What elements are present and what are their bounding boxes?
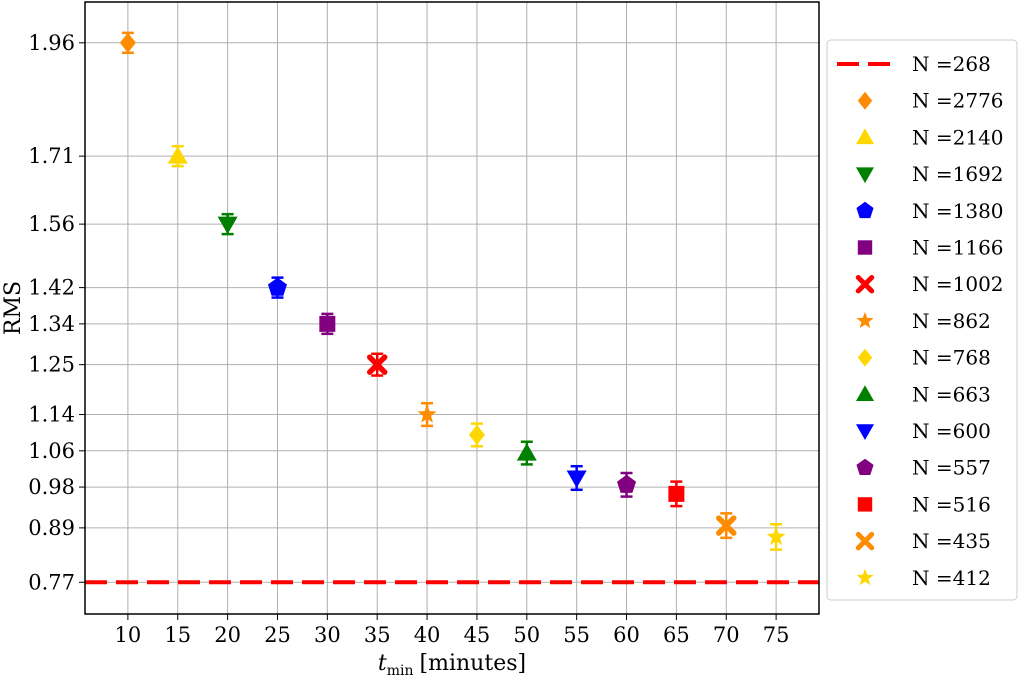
legend-label: N =435 bbox=[912, 529, 991, 553]
y-tick-label: 1.96 bbox=[28, 31, 75, 55]
y-tick-label: 1.25 bbox=[28, 353, 75, 377]
marker-triangle-down bbox=[217, 216, 238, 235]
x-tick-label: 45 bbox=[464, 623, 491, 647]
data-point bbox=[566, 464, 587, 492]
legend-marker bbox=[856, 568, 874, 586]
legend-label: N =2140 bbox=[912, 125, 1004, 149]
x-tick-label: 25 bbox=[264, 623, 291, 647]
y-tick-label: 1.06 bbox=[28, 439, 75, 463]
marker-triangle-up bbox=[516, 443, 537, 461]
x-tick-label: 20 bbox=[214, 623, 241, 647]
legend-marker bbox=[856, 201, 874, 219]
x-tick-label: 10 bbox=[115, 623, 142, 647]
legend-label: N =1380 bbox=[912, 199, 1004, 223]
marker-triangle-down bbox=[566, 470, 587, 488]
legend-marker bbox=[856, 424, 874, 440]
legend-label: N =768 bbox=[912, 346, 991, 370]
legend-box bbox=[826, 39, 1018, 601]
legend-label: N =516 bbox=[912, 492, 991, 516]
x-tick-label: 15 bbox=[164, 623, 191, 647]
legend-label: N =1166 bbox=[912, 236, 1004, 260]
y-axis-ticks: 0.77 0.89 0.98 1.06 1.14 1.25 1.34 1.42 1.56 1.71… bbox=[28, 31, 85, 594]
y-tick-label: 0.89 bbox=[28, 516, 75, 540]
x-tick-label: 60 bbox=[613, 623, 640, 647]
marker-square bbox=[319, 315, 336, 332]
legend-label: N =2776 bbox=[912, 89, 1004, 113]
legend-label: N =663 bbox=[912, 382, 991, 406]
legend-marker bbox=[857, 240, 873, 255]
x-axis-label-subscript: min bbox=[387, 663, 414, 677]
y-tick-label: 0.98 bbox=[28, 475, 75, 499]
legend-marker bbox=[855, 531, 875, 551]
legend-marker bbox=[856, 385, 874, 402]
legend-marker bbox=[856, 128, 874, 145]
x-tick-label: 70 bbox=[713, 623, 740, 647]
y-tick-label: 1.42 bbox=[28, 276, 75, 300]
marker-diamond bbox=[119, 32, 136, 53]
marker-x bbox=[716, 515, 737, 536]
marker-pentagon bbox=[267, 277, 287, 296]
x-axis-label: tmin [minutes] bbox=[378, 651, 526, 677]
marker-pentagon bbox=[617, 474, 637, 493]
x-axis-label-unit: [minutes] bbox=[420, 651, 527, 676]
marker-x bbox=[366, 354, 388, 375]
legend-marker bbox=[857, 497, 873, 512]
data-point bbox=[766, 522, 786, 551]
legend-label: N =268 bbox=[912, 52, 991, 76]
data-point bbox=[267, 276, 287, 299]
marker-diamond bbox=[468, 424, 485, 445]
x-tick-label: 50 bbox=[513, 623, 540, 647]
x-tick-label: 30 bbox=[314, 623, 341, 647]
y-tick-label: 1.34 bbox=[28, 312, 75, 336]
marker-star bbox=[417, 404, 437, 423]
data-point bbox=[617, 471, 637, 498]
legend-marker bbox=[855, 274, 875, 294]
x-tick-label: 40 bbox=[414, 623, 441, 647]
data-point bbox=[668, 480, 685, 508]
legend: N =268 N =2776 N =2140 N =1692 N =1380 N =116… bbox=[826, 39, 1018, 601]
legend-marker bbox=[857, 91, 873, 110]
legend-label: N =862 bbox=[912, 309, 991, 333]
y-tick-label: 1.71 bbox=[28, 144, 75, 168]
data-points bbox=[119, 31, 786, 551]
x-axis-ticks: 10 15 20 25 30 35 40 45 50 55 60 65 70 75 bbox=[115, 614, 790, 647]
data-point bbox=[417, 401, 437, 428]
x-tick-label: 65 bbox=[663, 623, 690, 647]
plot-frame bbox=[84, 1, 820, 615]
data-point bbox=[217, 212, 238, 236]
legend-label: N =557 bbox=[912, 456, 991, 480]
y-tick-label: 1.14 bbox=[28, 403, 75, 427]
legend-label: N =1692 bbox=[912, 162, 1004, 186]
data-point bbox=[119, 31, 136, 55]
legend-label: N =600 bbox=[912, 419, 991, 443]
legend-marker bbox=[857, 348, 873, 367]
x-tick-label: 35 bbox=[364, 623, 391, 647]
x-tick-label: 75 bbox=[763, 623, 790, 647]
legend-marker bbox=[856, 458, 874, 475]
legend-label: N =1002 bbox=[912, 272, 1004, 296]
data-point bbox=[716, 512, 737, 540]
data-point bbox=[468, 422, 485, 448]
marker-square bbox=[668, 485, 685, 502]
data-point bbox=[516, 440, 537, 466]
legend-label: N =412 bbox=[912, 566, 991, 590]
x-axis-label-main: t bbox=[378, 651, 387, 676]
x-tick-label: 55 bbox=[563, 623, 590, 647]
marker-star bbox=[766, 526, 786, 546]
legend-marker bbox=[856, 167, 874, 184]
marker-triangle-up bbox=[167, 146, 188, 164]
data-point bbox=[167, 144, 188, 168]
grid bbox=[85, 2, 819, 614]
data-point bbox=[319, 312, 336, 336]
data-point bbox=[366, 352, 388, 377]
y-tick-label: 1.56 bbox=[28, 212, 75, 236]
y-tick-label: 0.77 bbox=[28, 570, 75, 594]
y-axis-label: RMS bbox=[1, 281, 26, 335]
legend-marker bbox=[856, 311, 874, 329]
